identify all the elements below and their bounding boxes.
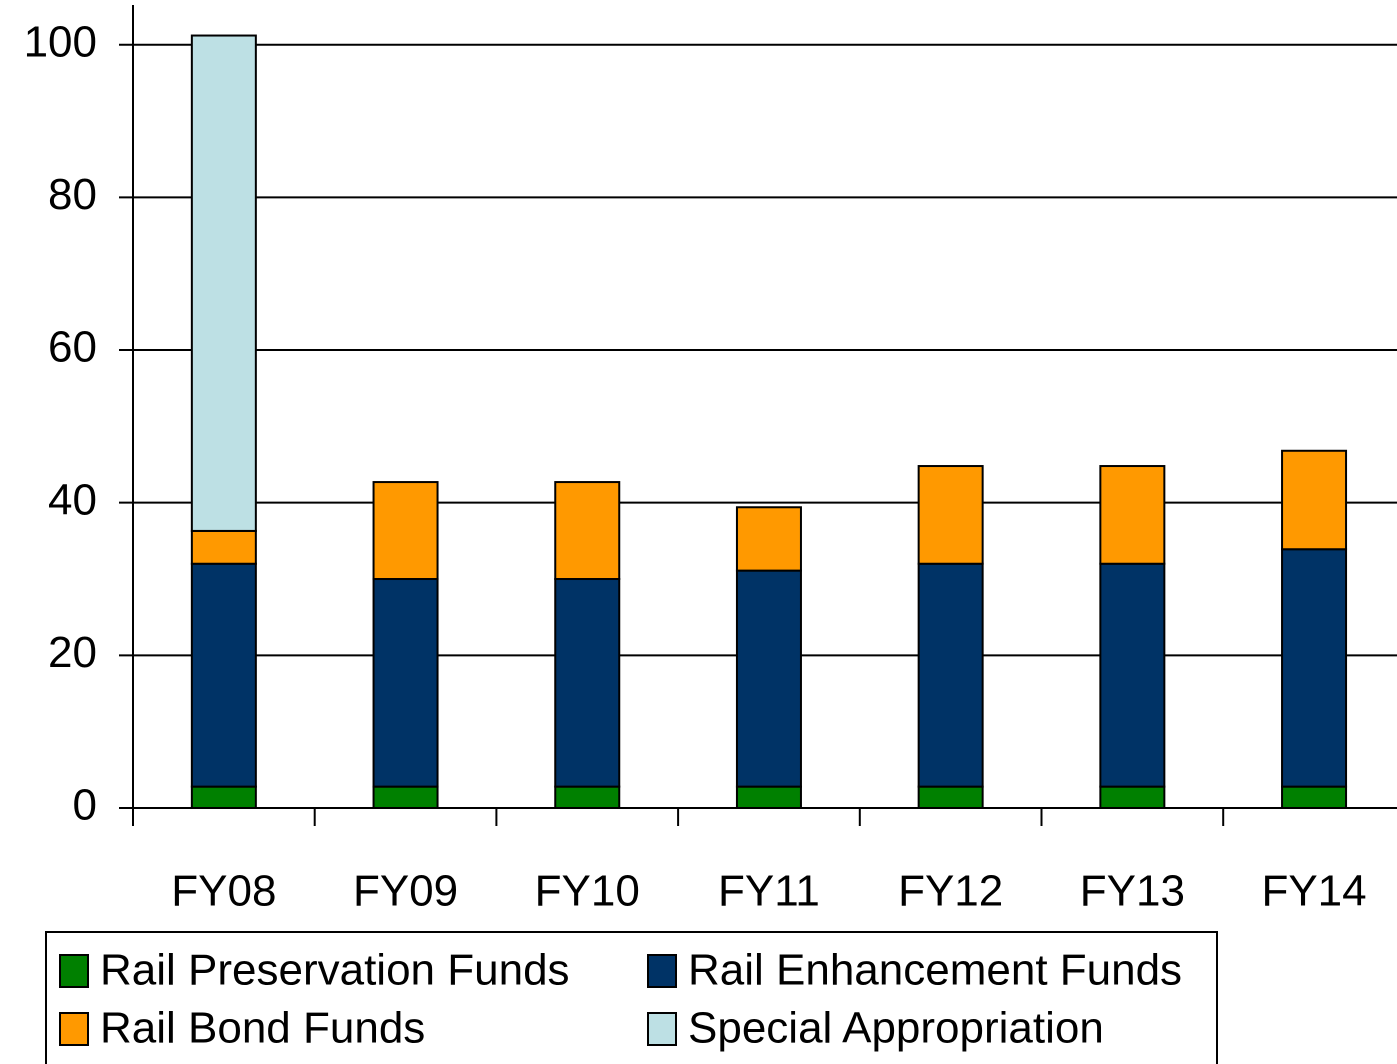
x-tick-label: FY12 [898, 867, 1003, 916]
bar-segment [1281, 449, 1348, 551]
y-tick-label: 20 [48, 628, 97, 677]
legend-label: Rail Bond Funds [100, 1004, 425, 1053]
bar-segment [372, 578, 439, 788]
bar-segment [372, 481, 439, 581]
legend-label: Special Appropriation [688, 1004, 1104, 1053]
y-tick-label: 100 [24, 17, 97, 66]
bar-segment [190, 562, 257, 788]
legend-swatch [59, 954, 89, 988]
bar-segment [1281, 548, 1348, 788]
bar-segment [372, 785, 439, 810]
bar-segment [1099, 465, 1166, 565]
bar-segment [190, 529, 257, 565]
bar-segment [554, 785, 621, 810]
legend-label: Rail Enhancement Funds [688, 946, 1182, 995]
y-tick-label: 80 [48, 170, 97, 219]
bar-segment [190, 785, 257, 810]
x-tick-label: FY08 [171, 867, 276, 916]
x-tick-label: FY11 [718, 867, 820, 916]
y-tick-label: 0 [73, 781, 97, 830]
bar-segment [1099, 785, 1166, 810]
x-tick-label: FY10 [535, 867, 640, 916]
legend-swatch [647, 954, 677, 988]
bar-segment [917, 562, 984, 788]
bar-segment [735, 785, 802, 810]
x-tick-label: FY13 [1080, 867, 1185, 916]
legend-swatch [647, 1012, 677, 1046]
bar-segment [735, 506, 802, 572]
x-tick-label: FY14 [1261, 867, 1366, 916]
y-tick-label: 40 [48, 475, 97, 524]
bar-segment [554, 578, 621, 788]
legend-label: Rail Preservation Funds [100, 946, 570, 995]
bar-segment [917, 785, 984, 810]
bar-segment [735, 569, 802, 788]
bar-segment [554, 481, 621, 581]
x-tick-label: FY09 [353, 867, 458, 916]
legend-swatch [59, 1012, 89, 1046]
bar-segment [1281, 785, 1348, 810]
bar-segment [917, 465, 984, 565]
legend [45, 931, 1218, 1064]
y-tick-label: 60 [48, 323, 97, 372]
bar-segment [1099, 562, 1166, 788]
bar-segment [190, 34, 257, 532]
